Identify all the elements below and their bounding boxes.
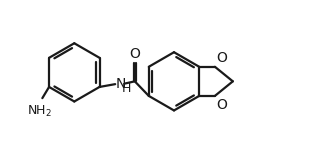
Text: N: N	[116, 77, 126, 91]
Text: O: O	[216, 98, 227, 112]
Text: H: H	[122, 82, 132, 95]
Text: O: O	[129, 47, 140, 61]
Text: NH$_2$: NH$_2$	[26, 104, 52, 119]
Text: O: O	[216, 51, 227, 65]
